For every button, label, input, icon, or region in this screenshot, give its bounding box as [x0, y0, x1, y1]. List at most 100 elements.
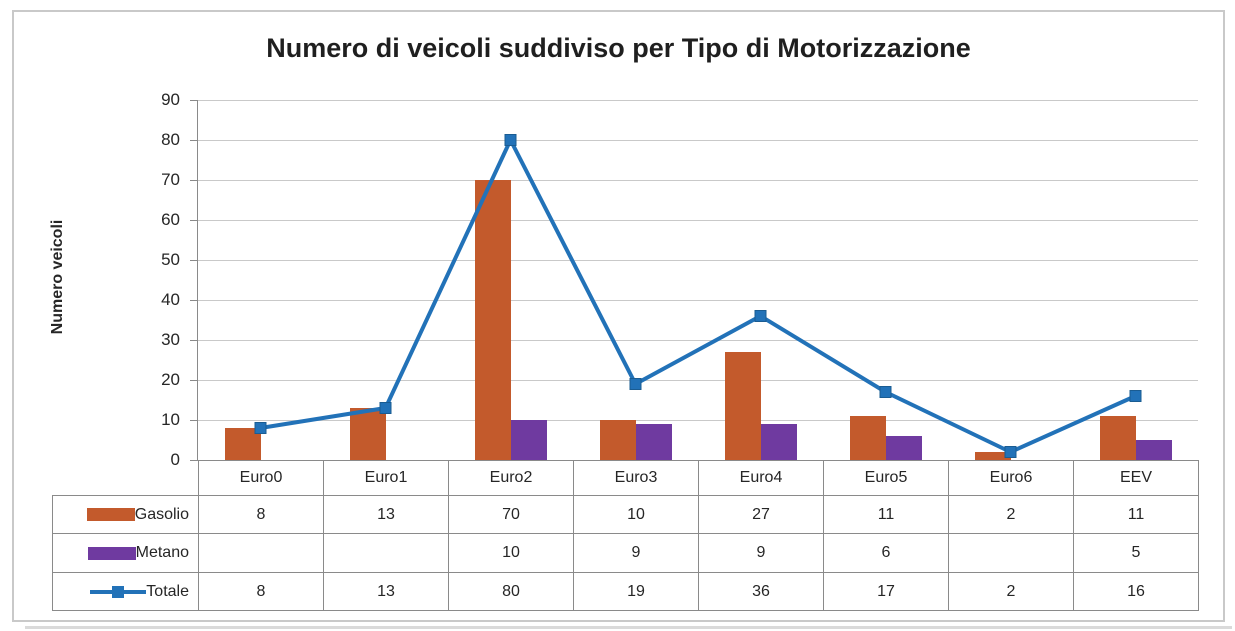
column-header-euro3: Euro3	[573, 460, 699, 496]
bar-gasolio-eev	[1099, 416, 1136, 460]
y-tick-label: 60	[161, 210, 180, 229]
legend-square-marker	[112, 585, 125, 598]
column-header-euro4: Euro4	[698, 460, 824, 496]
bar-metano-euro5	[885, 436, 922, 460]
line-marker	[629, 378, 642, 390]
bar-gasolio-euro1	[349, 408, 386, 460]
line-marker	[504, 134, 517, 146]
y-axis-tick	[190, 220, 198, 221]
y-axis-tick	[190, 300, 198, 301]
data-table: Euro0 Euro1 Euro2 Euro3 Euro4 Euro5 Euro6 EEV Ga…	[52, 460, 1199, 611]
table-cell-gasolio-euro3: 10	[573, 495, 699, 534]
table-cell-metano-euro6	[948, 533, 1074, 573]
y-tick-label: 70	[161, 170, 180, 189]
y-axis-line	[197, 100, 198, 461]
line-marker	[1129, 390, 1142, 402]
line-marker	[254, 422, 267, 434]
legend-item-gasolio: Gasolio	[52, 495, 199, 534]
frame-shadow	[25, 626, 1232, 629]
y-tick-label: 10	[161, 410, 180, 429]
table-cell-totale-euro0: 8	[198, 572, 324, 611]
totale-line-swatch	[90, 585, 147, 599]
gridline	[198, 420, 1198, 421]
y-axis-tick	[190, 420, 198, 421]
gridline	[198, 180, 1198, 181]
totale-line	[260, 138, 1137, 454]
y-tick-label: 80	[161, 130, 180, 149]
gridline	[198, 220, 1198, 221]
y-axis-tick	[190, 340, 198, 341]
column-header-eev: EEV	[1073, 460, 1199, 496]
column-header-euro1: Euro1	[323, 460, 449, 496]
line-marker	[1004, 446, 1017, 458]
table-cell-totale-euro1: 13	[323, 572, 449, 611]
column-header-euro5: Euro5	[823, 460, 949, 496]
table-cell-metano-euro4: 9	[698, 533, 824, 573]
table-cell-gasolio-euro5: 11	[823, 495, 949, 534]
line-marker	[379, 402, 392, 414]
bar-gasolio-euro4	[724, 352, 761, 460]
legend-label: Metano	[135, 544, 189, 561]
table-cell-gasolio-euro4: 27	[698, 495, 824, 534]
y-axis-tick	[190, 260, 198, 261]
bar-metano-euro4	[760, 424, 797, 460]
bar-gasolio-euro2	[474, 180, 511, 460]
gridline	[198, 260, 1198, 261]
table-cell-metano-euro5: 6	[823, 533, 949, 573]
y-tick-label: 20	[161, 370, 180, 389]
table-cell-gasolio-euro6: 2	[948, 495, 1074, 534]
gridline	[198, 100, 1198, 101]
table-cell-metano-eev: 5	[1073, 533, 1199, 573]
legend-item-metano: Metano	[52, 533, 199, 573]
line-marker	[754, 310, 767, 322]
bar-gasolio-euro3	[599, 420, 636, 460]
gasolio-color-swatch	[86, 508, 135, 521]
bar-metano-eev	[1135, 440, 1172, 460]
table-cell-metano-euro0	[198, 533, 324, 573]
table-cell-totale-euro4: 36	[698, 572, 824, 611]
y-tick-label: 0	[170, 450, 180, 469]
table-cell-metano-euro3: 9	[573, 533, 699, 573]
y-tick-label: 50	[161, 250, 180, 269]
bar-metano-euro3	[635, 424, 672, 460]
gridline	[198, 300, 1198, 301]
line-marker	[879, 386, 892, 398]
bar-metano-euro2	[510, 420, 547, 460]
gridline	[198, 380, 1198, 381]
table-cell-totale-euro3: 19	[573, 572, 699, 611]
y-tick-label: 90	[161, 90, 180, 109]
gridline	[198, 340, 1198, 341]
legend-key: Gasolio	[53, 506, 198, 524]
table-cell-totale-eev: 16	[1073, 572, 1199, 611]
legend-key: Metano	[53, 544, 198, 562]
y-axis-tick	[190, 380, 198, 381]
column-header-euro0: Euro0	[198, 460, 324, 496]
totale-line-series	[254, 134, 1142, 458]
metano-color-swatch	[87, 546, 136, 560]
y-tick-label: 40	[161, 290, 180, 309]
table-cell-metano-euro1	[323, 533, 449, 573]
legend-key: Totale	[53, 583, 198, 601]
table-cell-gasolio-euro0: 8	[198, 495, 324, 534]
table-cell-gasolio-eev: 11	[1073, 495, 1199, 534]
table-cell-totale-euro5: 17	[823, 572, 949, 611]
table-cell-gasolio-euro1: 13	[323, 495, 449, 534]
legend-label: Totale	[146, 582, 189, 600]
y-tick-label: 30	[161, 330, 180, 349]
table-cell-totale-euro6: 2	[948, 572, 1074, 611]
y-axis-tick	[190, 460, 198, 461]
table-cell-totale-euro2: 80	[448, 572, 574, 611]
table-cell-metano-euro2: 10	[448, 533, 574, 573]
bar-gasolio-euro6	[974, 452, 1011, 460]
gridline	[198, 140, 1198, 141]
y-axis-tick	[190, 140, 198, 141]
chart-title: Numero di veicoli suddiviso per Tipo di …	[266, 33, 971, 63]
y-axis-tick	[190, 180, 198, 181]
legend-item-totale: Totale	[52, 572, 199, 611]
y-axis-title: Numero veicoli	[49, 219, 66, 335]
column-header-euro6: Euro6	[948, 460, 1074, 496]
table-corner-cell	[53, 461, 199, 496]
legend-label: Gasolio	[134, 505, 189, 523]
table-cell-gasolio-euro2: 70	[448, 495, 574, 534]
